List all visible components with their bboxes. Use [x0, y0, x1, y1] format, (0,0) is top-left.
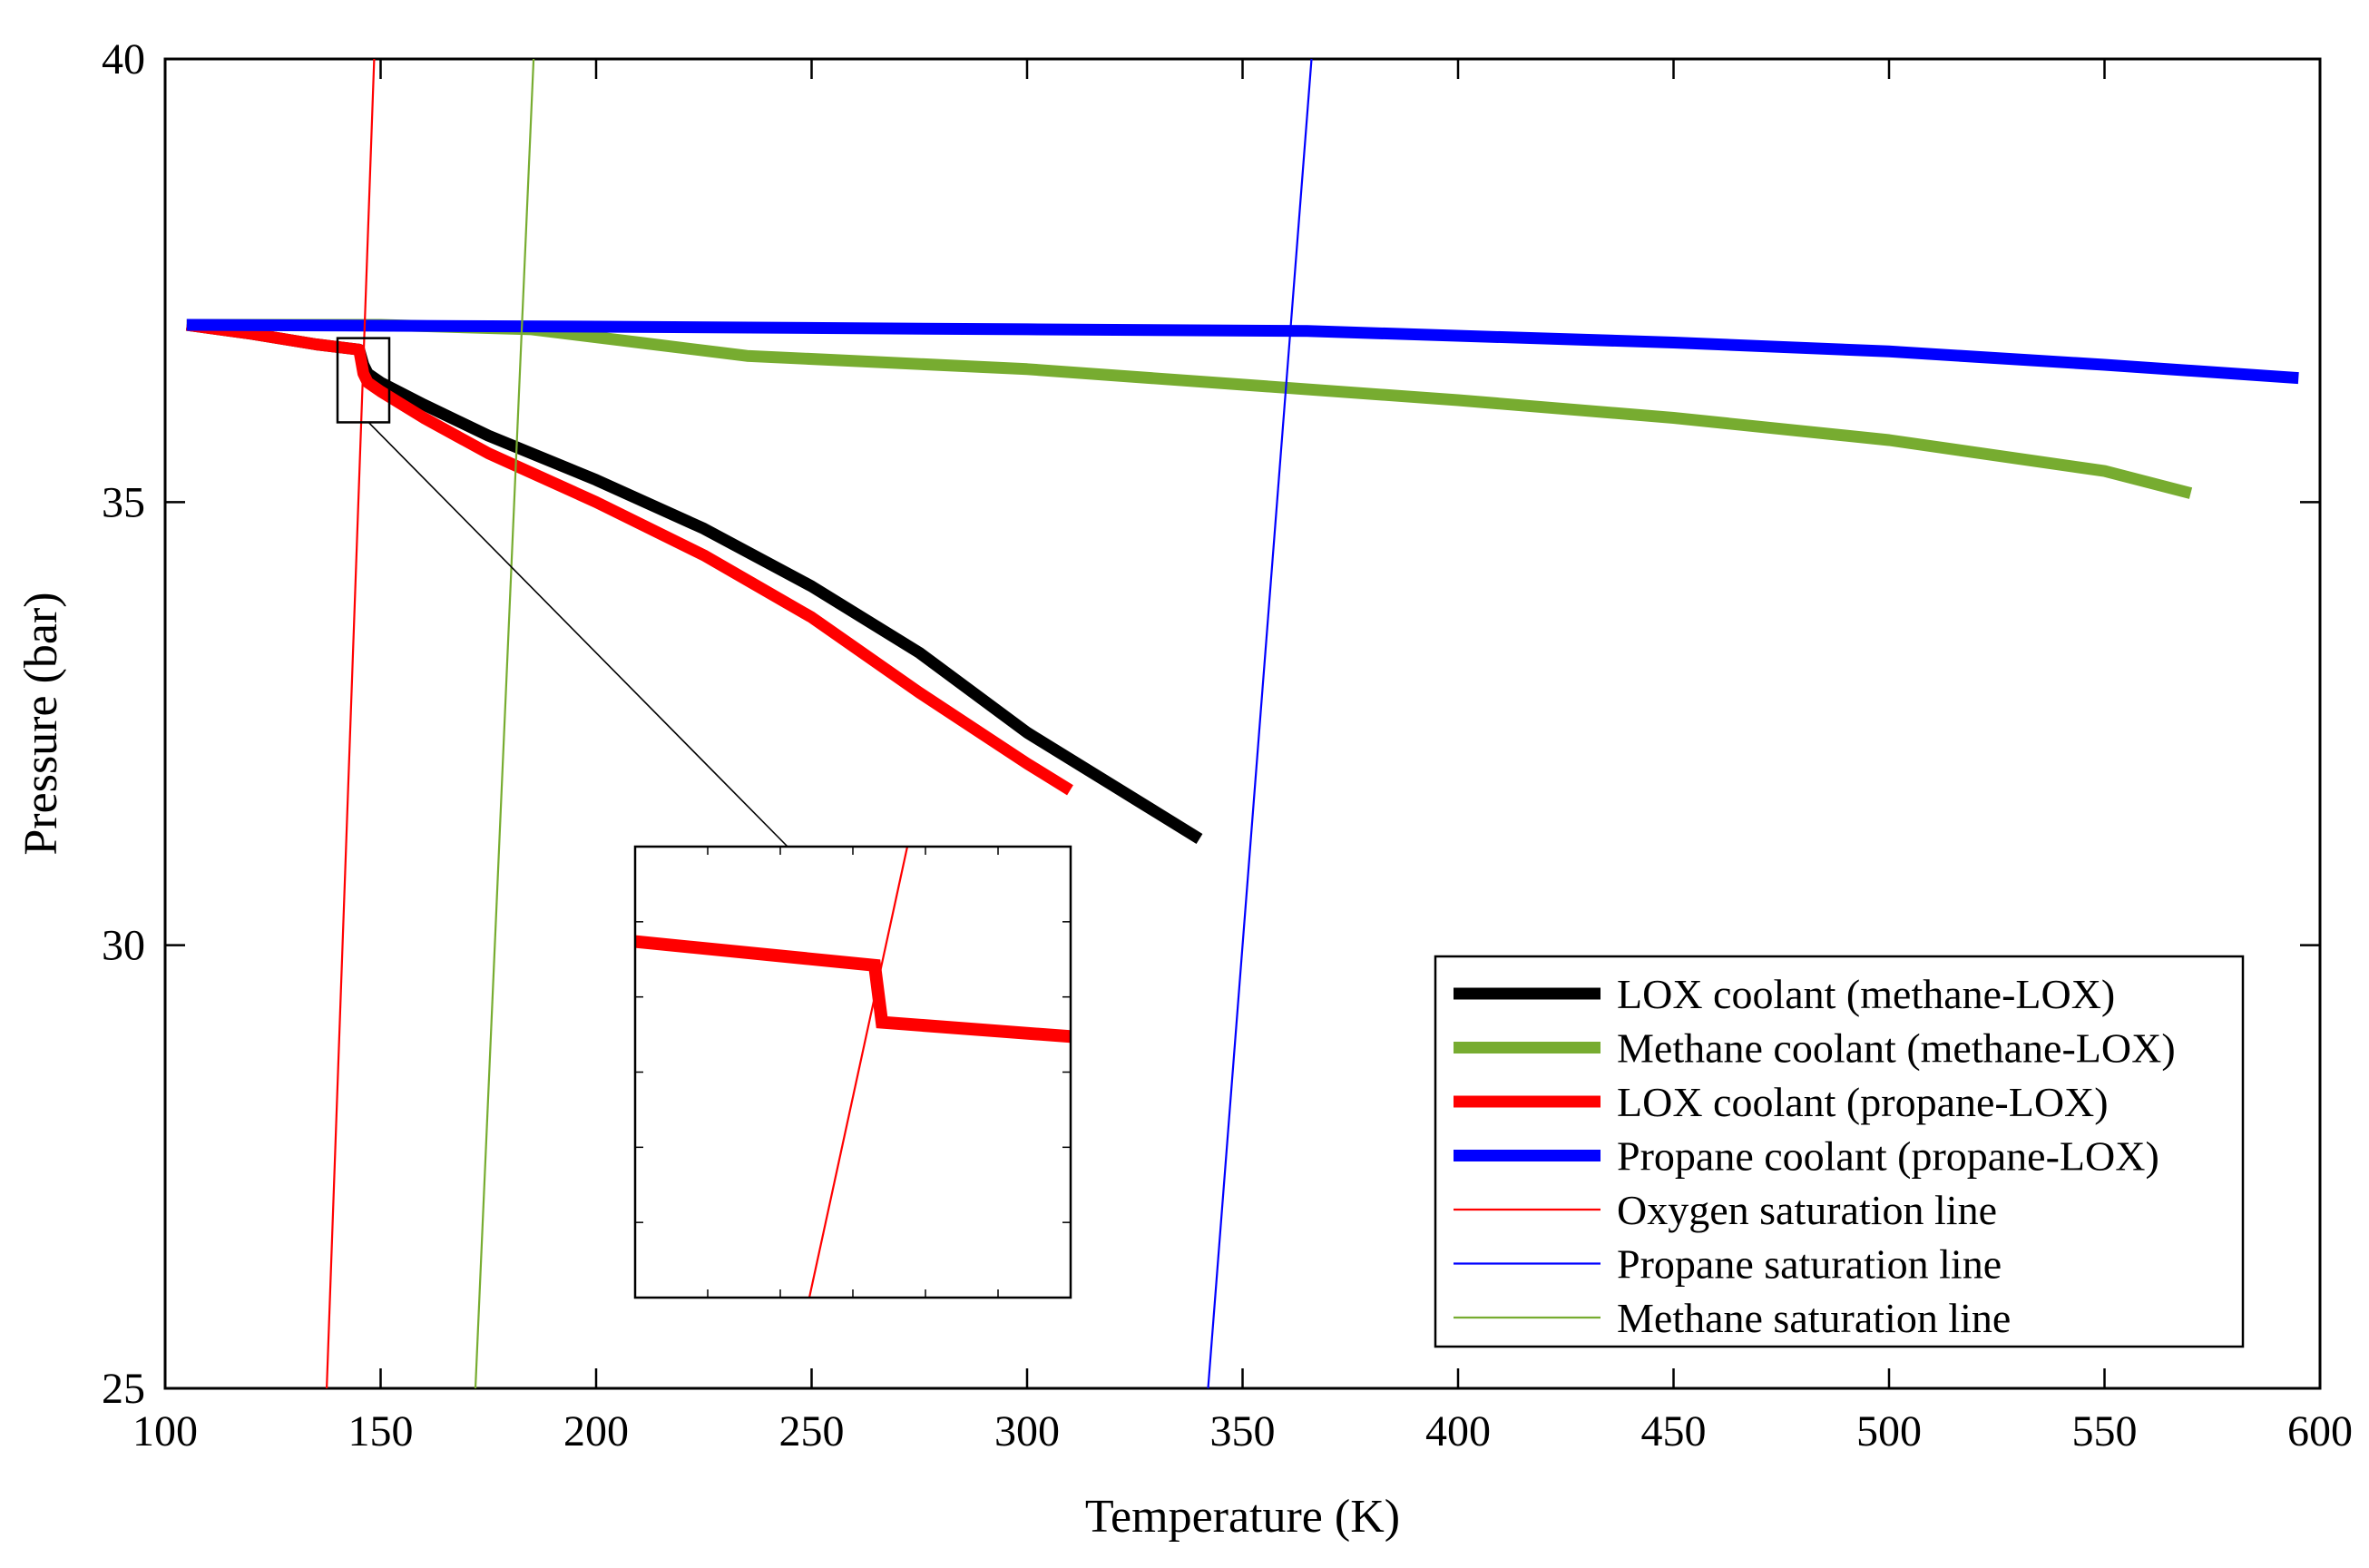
y-tick-label: 30 [102, 922, 145, 970]
legend-label: Propane saturation line [1617, 1241, 2002, 1288]
series-line-lox-coolant-propane-lox [185, 318, 1073, 796]
y-tick-label: 40 [102, 35, 145, 83]
legend-label: Oxygen saturation line [1617, 1187, 1997, 1233]
x-tick-label: 300 [994, 1407, 1060, 1455]
x-tick-label: 500 [1856, 1407, 1922, 1455]
x-tick-label: 550 [2072, 1407, 2138, 1455]
legend-item-propane-coolant-propane-lox: Propane coolant (propane-LOX) [1454, 1133, 2159, 1180]
x-axis-title: Temperature (K) [1085, 1491, 1400, 1543]
x-tick-label: 150 [348, 1407, 414, 1455]
y-axis-title: Pressure (bar) [15, 592, 67, 855]
series-line-propane-coolant-propane-lox [186, 318, 2299, 385]
legend-label: LOX coolant (methane-LOX) [1617, 971, 2115, 1017]
series-line-oxygen-saturation-line [326, 58, 376, 1389]
inset-tick-layer [635, 847, 1071, 1298]
zoom-connector-line [367, 421, 788, 848]
x-tick-label: 600 [2287, 1407, 2353, 1455]
series-line-methane-saturation-line [474, 58, 535, 1389]
x-tick-label: 450 [1641, 1407, 1707, 1455]
inset-background [635, 847, 1071, 1298]
y-tick-label: 35 [102, 478, 145, 526]
legend-items: LOX coolant (methane-LOX) Methane coolant… [1454, 971, 2176, 1341]
zoom-indicator [336, 337, 788, 848]
inset-series-line-lox-coolant-propane-lox [635, 935, 1071, 1044]
series-line-propane-saturation-line [1207, 58, 1313, 1389]
legend-item-methane-saturation-line: Methane saturation line [1454, 1295, 2011, 1341]
x-tick-label: 250 [779, 1407, 845, 1455]
zoom-region-box [336, 337, 391, 424]
legend: LOX coolant (methane-LOX) Methane coolant… [1434, 955, 2245, 1348]
series-layer [185, 58, 2299, 1389]
x-tick-label: 200 [563, 1407, 629, 1455]
legend-label: Methane coolant (methane-LOX) [1617, 1025, 2176, 1072]
legend-label: Methane saturation line [1617, 1295, 2011, 1341]
legend-label: Propane coolant (propane-LOX) [1617, 1133, 2159, 1180]
y-tick-label: 25 [102, 1365, 145, 1413]
x-tick-label: 400 [1425, 1407, 1491, 1455]
x-tick-label: 350 [1210, 1407, 1276, 1455]
tick-layer: 100 150 200 250 300 350 400 450 500 550 600 25 30 35 4… [102, 35, 2353, 1455]
inset-series-line-oxygen-saturation-line [808, 847, 909, 1298]
legend-item-propane-saturation-line: Propane saturation line [1454, 1241, 2002, 1288]
inset-series-layer [635, 847, 1071, 1298]
legend-item-lox-coolant-methane-lox: LOX coolant (methane-LOX) [1454, 971, 2115, 1017]
x-tick-label: 100 [132, 1407, 198, 1455]
legend-item-oxygen-saturation-line: Oxygen saturation line [1454, 1187, 1997, 1233]
inset-zoom-plot [633, 845, 1072, 1299]
legend-label: LOX coolant (propane-LOX) [1617, 1079, 2109, 1125]
main-plot-area: 100 150 200 250 300 350 400 450 500 550 600 25 30 35 4… [102, 35, 2353, 1455]
legend-item-lox-coolant-propane-lox: LOX coolant (propane-LOX) [1454, 1079, 2109, 1125]
legend-item-methane-coolant-methane-lox: Methane coolant (methane-LOX) [1454, 1025, 2176, 1072]
